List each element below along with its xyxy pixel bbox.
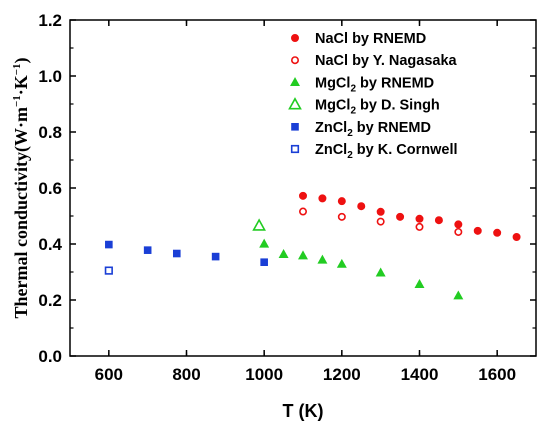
- data-point-circle: [473, 226, 482, 235]
- legend-label: MgCl2 by D. Singh: [315, 98, 440, 117]
- data-point-circle: [396, 212, 405, 221]
- x-tick-label: 1000: [245, 365, 283, 384]
- data-point-triangle: [453, 290, 464, 300]
- data-point-circle: [337, 212, 346, 221]
- data-point-circle: [337, 197, 346, 206]
- legend-marker-triangle: [290, 77, 300, 87]
- data-point-circle: [454, 227, 463, 236]
- y-axis-title-exp1: −1: [11, 95, 23, 107]
- data-point-square: [105, 240, 113, 249]
- legend-label: ZnCl2 by RNEMD: [315, 120, 431, 139]
- y-tick-label: 0.8: [38, 123, 62, 142]
- data-point-triangle: [298, 250, 308, 260]
- data-point-circle: [454, 220, 463, 229]
- x-tick-label: 1600: [478, 365, 516, 384]
- data-point-circle: [512, 232, 521, 241]
- data-point-circle: [298, 191, 307, 200]
- data-point-square: [211, 252, 220, 261]
- x-tick-label: 1400: [401, 365, 439, 384]
- y-tick-label: 1.2: [38, 11, 62, 30]
- y-axis-title-unit-end: ): [11, 57, 32, 63]
- y-axis-title: Thermal conductivity(W·m−1·K−1): [11, 57, 32, 318]
- data-point-square: [260, 258, 268, 266]
- data-point-triangle: [252, 218, 266, 231]
- data-point-square: [172, 249, 181, 258]
- x-tick-label: 1200: [323, 365, 361, 384]
- y-tick-label: 0.0: [38, 347, 62, 366]
- data-point-square: [104, 266, 113, 275]
- data-point-circle: [493, 228, 502, 237]
- y-axis-title-unit-mid: ·K: [11, 75, 31, 95]
- data-point-triangle: [375, 267, 386, 277]
- y-axis-title-unit: (W·m: [11, 107, 32, 152]
- plot-frame: [69, 19, 537, 357]
- data-point-circle: [376, 217, 385, 226]
- data-point-circle: [298, 207, 307, 216]
- x-axis-title: T (K): [283, 401, 324, 421]
- legend-marker-square: [291, 123, 299, 131]
- x-tick-label: 800: [172, 365, 200, 384]
- data-marks: [104, 191, 521, 300]
- data-point-circle: [415, 214, 424, 223]
- data-point-circle: [357, 202, 366, 211]
- y-tick-label: 0.4: [38, 235, 62, 254]
- data-point-circle: [318, 194, 327, 203]
- data-point-circle: [376, 207, 385, 216]
- legend-marker-circle: [290, 56, 299, 65]
- y-tick-label: 0.6: [38, 179, 62, 198]
- legend-marker-square: [290, 144, 300, 154]
- legend-marker-triangle: [288, 97, 302, 110]
- y-tick-label: 1.0: [38, 67, 62, 86]
- data-point-square: [143, 246, 152, 254]
- x-tick-labels: 600 800 1000 1200 1400 1600: [95, 365, 516, 384]
- axis-ticks: [70, 19, 536, 357]
- data-point-circle: [415, 222, 424, 231]
- x-tick-label: 600: [95, 365, 123, 384]
- legend-label: NaCl by RNEMD: [315, 31, 426, 47]
- legend-label: ZnCl2 by K. Cornwell: [315, 142, 458, 161]
- y-tick-labels: 0.0 0.2 0.4 0.6 0.8 1.0 1.2: [38, 11, 62, 366]
- data-point-triangle: [414, 278, 425, 288]
- legend: NaCl by RNEMD NaCl by Y. Nagasaka MgCl2 by…: [288, 31, 458, 161]
- data-point-triangle: [259, 238, 270, 248]
- data-point-circle: [434, 216, 443, 225]
- y-tick-label: 0.2: [38, 291, 62, 310]
- legend-marker-circle: [290, 34, 299, 43]
- y-axis-title-main: Thermal conductivity: [11, 152, 31, 319]
- data-point-triangle: [278, 249, 289, 258]
- legend-label: NaCl by Y. Nagasaka: [315, 53, 458, 69]
- legend-label: MgCl2 by RNEMD: [315, 75, 434, 94]
- y-axis-title-exp2: −1: [11, 63, 23, 75]
- data-point-triangle: [317, 254, 328, 264]
- data-point-triangle: [336, 258, 347, 268]
